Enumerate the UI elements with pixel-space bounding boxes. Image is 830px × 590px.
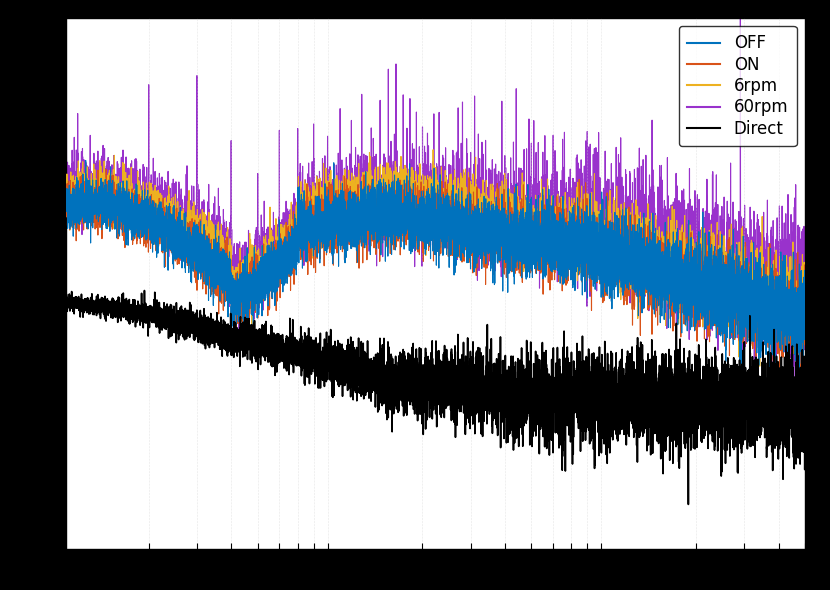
ON <box>774 379 784 386</box>
6rpm <box>99 185 109 192</box>
ON <box>800 312 810 319</box>
Direct <box>99 303 109 310</box>
60rpm <box>735 4 745 11</box>
Direct <box>139 287 149 294</box>
6rpm <box>793 363 803 371</box>
6rpm <box>800 305 810 312</box>
Direct <box>800 413 810 420</box>
Line: 60rpm: 60rpm <box>66 8 805 388</box>
60rpm <box>329 205 339 212</box>
OFF <box>81 157 90 164</box>
60rpm <box>609 211 619 218</box>
OFF <box>531 257 541 264</box>
Line: OFF: OFF <box>66 160 805 390</box>
Direct <box>499 386 509 394</box>
Legend: OFF, ON, 6rpm, 60rpm, Direct: OFF, ON, 6rpm, 60rpm, Direct <box>679 26 797 146</box>
Direct <box>329 362 339 369</box>
ON <box>499 222 509 230</box>
ON <box>99 194 109 201</box>
6rpm <box>609 228 619 235</box>
ON <box>648 253 658 260</box>
ON <box>531 250 541 257</box>
60rpm <box>800 346 810 353</box>
6rpm <box>531 215 541 222</box>
60rpm <box>648 237 658 244</box>
ON <box>329 216 339 223</box>
OFF <box>499 227 509 234</box>
ON <box>609 219 619 226</box>
OFF <box>800 270 810 277</box>
OFF <box>329 192 339 199</box>
6rpm <box>61 200 71 207</box>
Line: 6rpm: 6rpm <box>66 150 805 367</box>
OFF <box>99 200 109 207</box>
60rpm <box>530 211 540 218</box>
Line: Direct: Direct <box>66 290 805 504</box>
6rpm <box>648 253 658 260</box>
OFF <box>61 198 71 205</box>
6rpm <box>428 146 438 153</box>
Direct <box>609 386 619 393</box>
ON <box>61 200 71 207</box>
Direct <box>61 299 71 306</box>
OFF <box>609 266 619 273</box>
60rpm <box>758 384 768 391</box>
6rpm <box>499 222 509 230</box>
Line: ON: ON <box>66 169 805 382</box>
6rpm <box>329 182 339 189</box>
OFF <box>648 304 658 311</box>
60rpm <box>99 205 109 212</box>
Direct <box>683 501 693 508</box>
OFF <box>770 386 780 394</box>
Direct <box>648 399 658 407</box>
60rpm <box>499 230 509 237</box>
60rpm <box>61 59 71 66</box>
ON <box>101 166 111 173</box>
Direct <box>531 432 541 440</box>
